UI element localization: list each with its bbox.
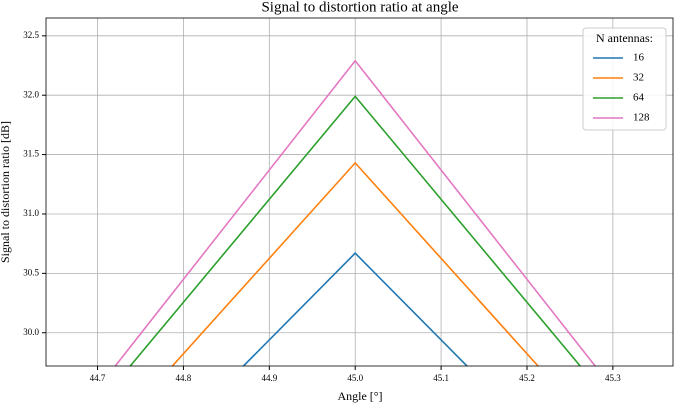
chart-title: Signal to distortion ratio at angle — [261, 0, 458, 15]
x-tick-label: 44.9 — [261, 373, 277, 383]
y-tick-label: 30.5 — [23, 267, 39, 277]
series-line — [114, 59, 597, 366]
y-tick-label: 31.0 — [23, 208, 39, 218]
legend-box — [582, 27, 667, 131]
y-tick-label: 32.0 — [23, 89, 39, 99]
series-line — [242, 252, 469, 366]
x-tick-label: 45.0 — [347, 373, 363, 383]
series-line — [129, 95, 582, 366]
y-tick-label: 30.0 — [23, 327, 39, 337]
x-tick-label: 44.8 — [176, 373, 192, 383]
legend-title: N antennas: — [596, 31, 653, 45]
y-tick-label: 31.5 — [23, 149, 39, 159]
legend-label: 64 — [633, 92, 645, 104]
plot-frame — [45, 17, 674, 367]
legend-label: 32 — [633, 72, 644, 84]
x-tick-label: 45.3 — [605, 373, 621, 383]
x-tick-label: 44.7 — [90, 373, 106, 383]
x-tick-label: 45.1 — [433, 373, 449, 383]
legend-label: 128 — [633, 112, 650, 124]
x-tick-label: 45.2 — [519, 373, 535, 383]
y-axis-label: Signal to distortion ratio [dB] — [0, 121, 12, 263]
plot-lines — [114, 59, 597, 366]
x-axis-label: Angle [°] — [337, 389, 382, 403]
y-tick-label: 32.5 — [23, 30, 39, 40]
legend-label: 16 — [633, 52, 645, 64]
series-line — [171, 161, 540, 366]
